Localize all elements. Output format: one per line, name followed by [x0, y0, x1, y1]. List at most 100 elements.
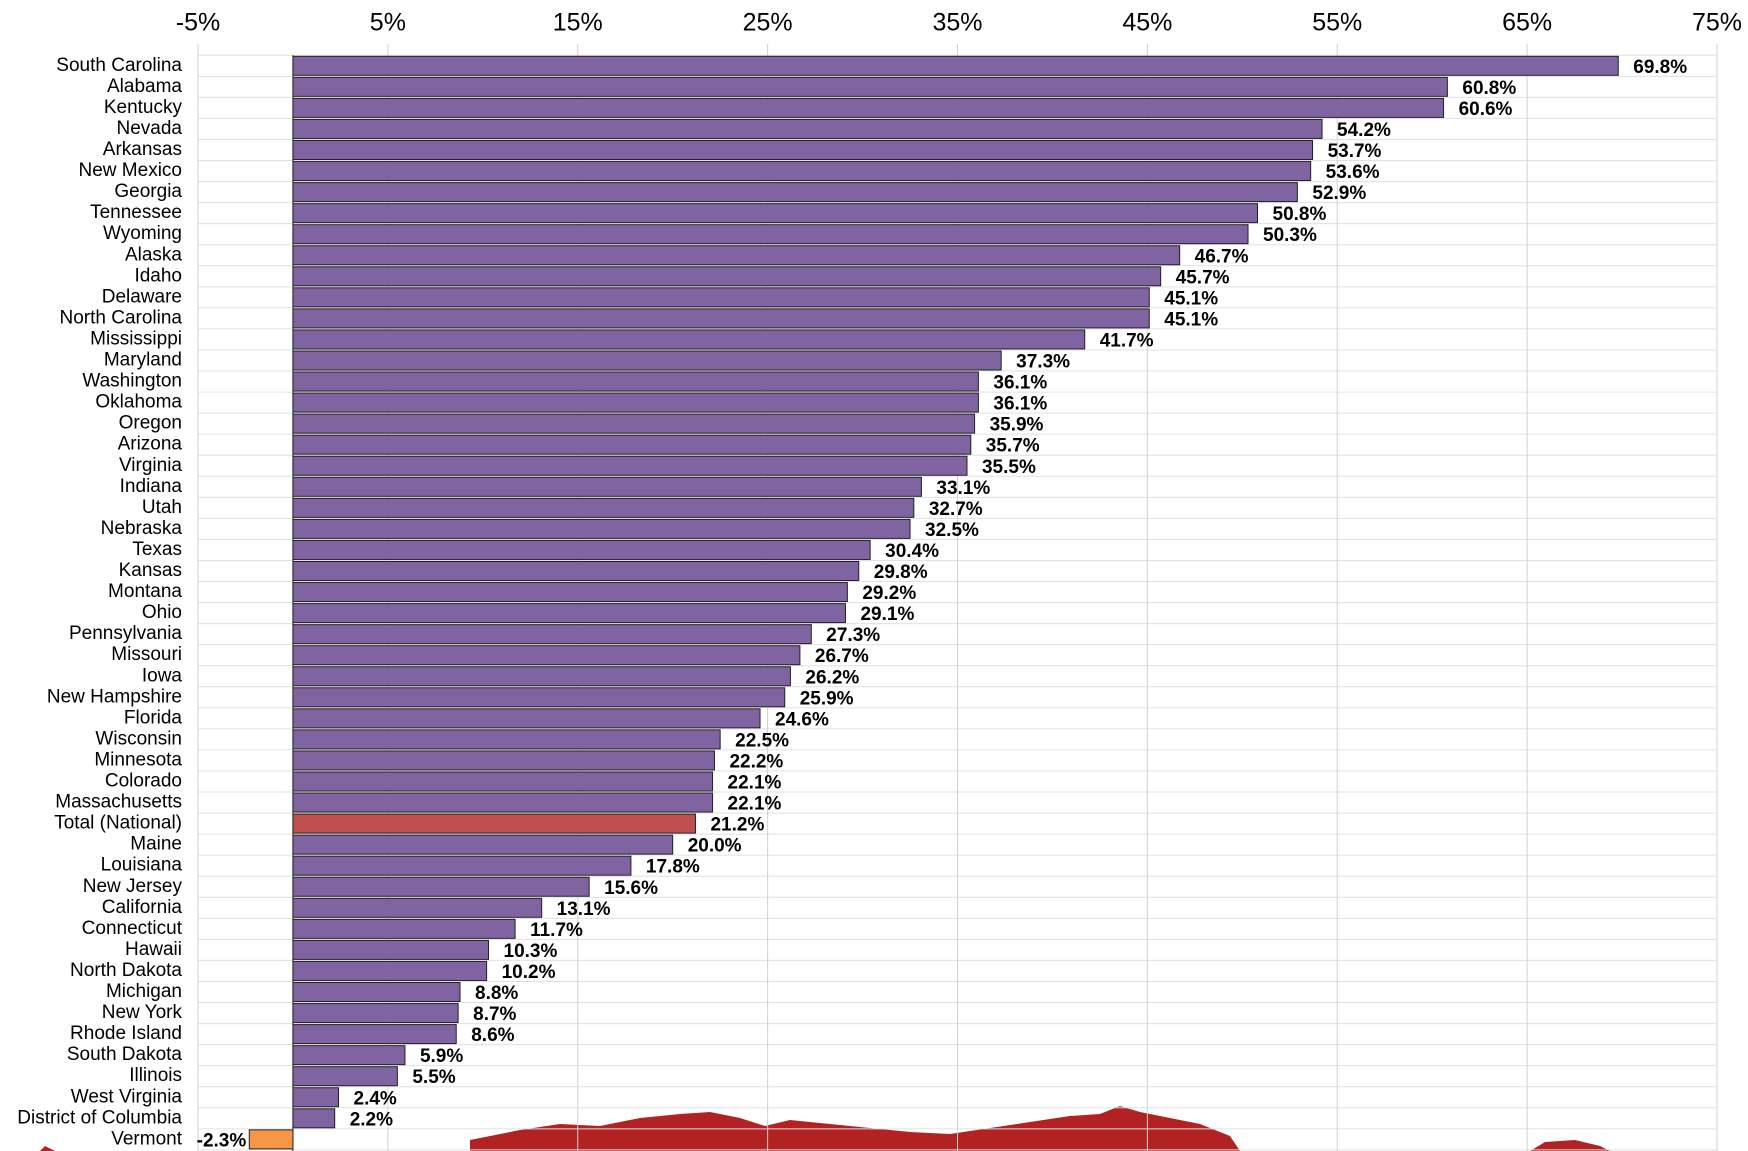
- category-label: Georgia: [114, 181, 182, 202]
- category-label: Rhode Island: [70, 1023, 182, 1044]
- value-label: 60.8%: [1462, 78, 1516, 99]
- category-label: Vermont: [111, 1128, 182, 1149]
- category-label: Arkansas: [103, 139, 182, 160]
- value-label: 22.2%: [729, 751, 783, 772]
- category-label: Utah: [142, 497, 182, 518]
- bar: [293, 730, 720, 749]
- category-label: Texas: [132, 539, 182, 560]
- category-label: Kansas: [119, 560, 182, 581]
- category-label: Idaho: [134, 265, 182, 286]
- value-label: 15.6%: [604, 878, 658, 899]
- x-tick-label: 75%: [1692, 9, 1742, 37]
- bar: [293, 1004, 458, 1023]
- category-label: Ohio: [142, 602, 182, 623]
- value-label: 11.7%: [530, 920, 583, 941]
- value-label: 22.1%: [728, 773, 782, 794]
- value-label: 24.6%: [775, 709, 829, 730]
- value-label: 36.1%: [993, 394, 1047, 415]
- category-label: Total (National): [54, 813, 182, 834]
- bar: [293, 288, 1149, 307]
- value-label: 30.4%: [885, 541, 939, 562]
- category-label: Indiana: [120, 476, 183, 497]
- bar: [293, 898, 542, 917]
- value-label: 41.7%: [1100, 330, 1154, 351]
- bar: [293, 583, 847, 602]
- value-label: 32.7%: [929, 499, 983, 520]
- category-label: Illinois: [129, 1065, 182, 1086]
- value-label: 29.2%: [862, 583, 916, 604]
- bar: [293, 330, 1085, 349]
- bar: [293, 961, 487, 980]
- category-label: Nebraska: [101, 518, 183, 539]
- bar: [293, 56, 1618, 75]
- category-label: New Jersey: [83, 876, 183, 897]
- category-label: Alaska: [125, 244, 182, 265]
- category-label: Kentucky: [104, 97, 183, 118]
- bar: [293, 646, 800, 665]
- value-label: 5.9%: [420, 1046, 463, 1067]
- category-label: Maine: [130, 834, 182, 855]
- value-label: 29.1%: [860, 604, 914, 625]
- bar: [293, 393, 978, 412]
- bar: [293, 1109, 335, 1128]
- bar: [293, 1088, 339, 1107]
- value-label: 46.7%: [1195, 246, 1249, 267]
- bar: [293, 688, 785, 707]
- bar: [293, 667, 790, 686]
- bar: [293, 351, 1001, 370]
- bar: [293, 309, 1149, 328]
- bar: [293, 793, 713, 812]
- category-label: New Mexico: [79, 160, 182, 181]
- bar: [293, 1025, 456, 1044]
- category-label: Oregon: [119, 413, 182, 434]
- value-label: 50.8%: [1273, 204, 1327, 225]
- bar: [293, 498, 914, 517]
- value-label: 2.4%: [354, 1088, 397, 1109]
- bar: [293, 519, 910, 538]
- value-label: 26.2%: [805, 667, 859, 688]
- category-label: West Virginia: [71, 1086, 183, 1107]
- bar: [293, 119, 1322, 138]
- value-label: 35.5%: [982, 457, 1036, 478]
- value-label: 69.8%: [1633, 57, 1687, 78]
- bar: [293, 141, 1313, 160]
- category-label: Hawaii: [125, 939, 182, 960]
- value-label: 37.3%: [1016, 352, 1070, 373]
- value-label: 53.6%: [1326, 162, 1380, 183]
- bar: [293, 877, 589, 896]
- value-label: 8.7%: [473, 1004, 516, 1025]
- category-label: Missouri: [111, 644, 182, 665]
- value-label: 27.3%: [826, 625, 880, 646]
- bar: [293, 772, 713, 791]
- value-label: 45.1%: [1164, 309, 1218, 330]
- value-label: 45.1%: [1164, 288, 1218, 309]
- value-label: 52.9%: [1312, 183, 1366, 204]
- category-label: Virginia: [119, 455, 182, 476]
- x-tick-label: 55%: [1312, 9, 1362, 37]
- category-label: Washington: [82, 371, 182, 392]
- x-tick-label: 15%: [553, 9, 603, 37]
- value-label: 2.2%: [350, 1109, 393, 1130]
- value-label: 10.3%: [504, 941, 558, 962]
- x-tick-label: 35%: [932, 9, 982, 37]
- value-label: 33.1%: [936, 478, 990, 499]
- bar: [293, 919, 515, 938]
- category-label: North Carolina: [60, 307, 183, 328]
- category-label: Wyoming: [103, 223, 182, 244]
- bar: [293, 751, 715, 770]
- value-label: 20.0%: [688, 836, 742, 857]
- bar: [293, 456, 967, 475]
- value-label: 25.9%: [800, 688, 854, 709]
- category-label: New York: [102, 1002, 183, 1023]
- bar: [293, 1046, 405, 1065]
- category-label: Montana: [108, 581, 182, 602]
- value-label: 13.1%: [557, 899, 611, 920]
- bar: [293, 162, 1311, 181]
- category-label: Louisiana: [101, 855, 183, 876]
- value-label: 29.8%: [874, 562, 928, 583]
- category-label: Iowa: [142, 665, 183, 686]
- category-label: Nevada: [117, 118, 183, 139]
- category-label: Pennsylvania: [69, 623, 182, 644]
- category-label: South Carolina: [56, 55, 182, 76]
- category-label: Arizona: [118, 434, 183, 455]
